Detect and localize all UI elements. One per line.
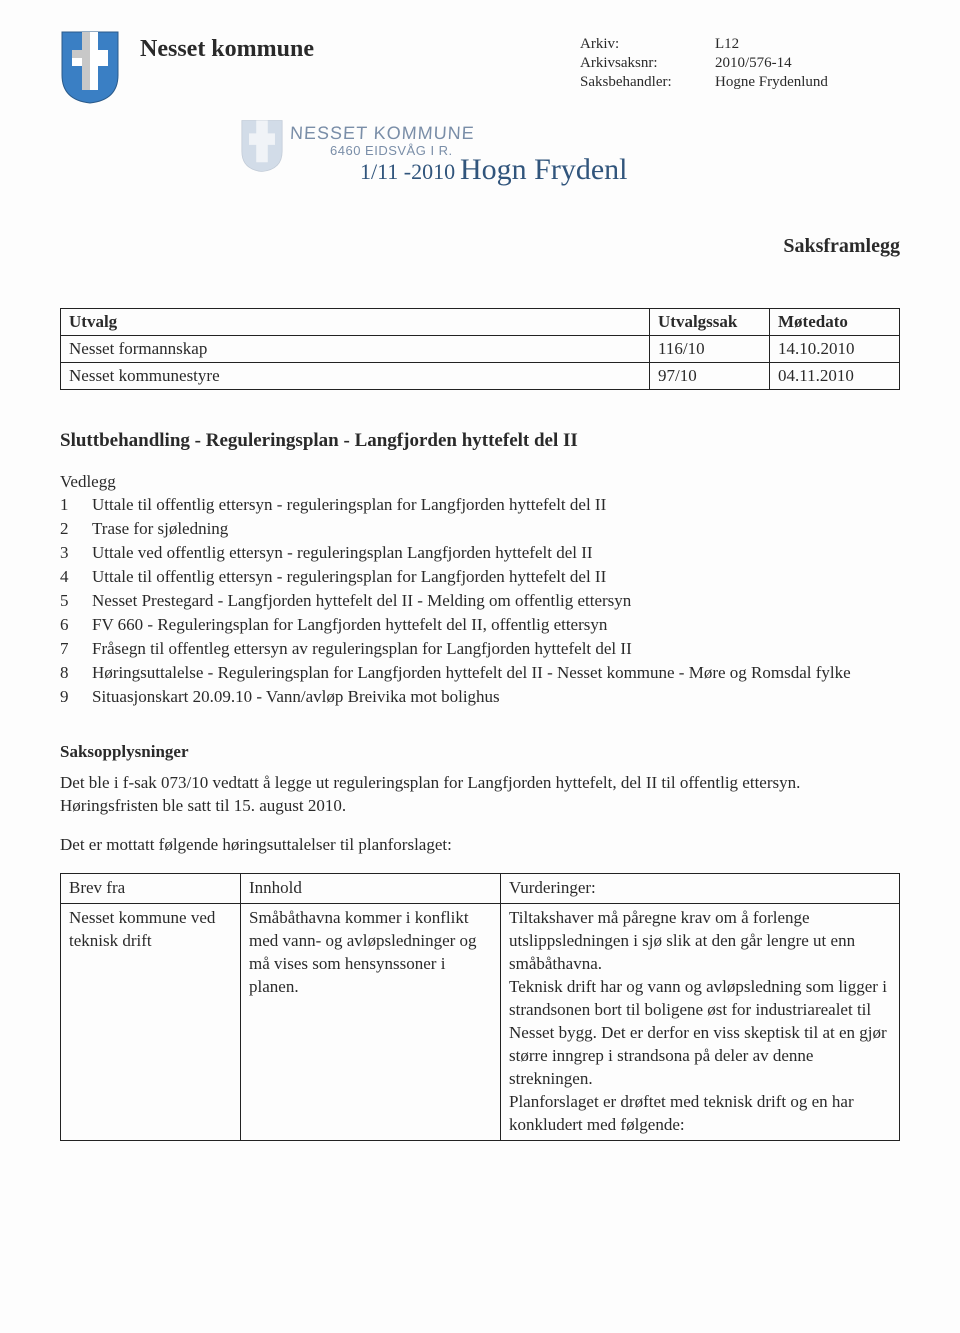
utvalg-table: Utvalg Utvalgssak Møtedato Nesset forman…	[60, 308, 900, 390]
vedlegg-text: Trase for sjøledning	[92, 518, 228, 541]
cell-utvalg: Nesset kommunestyre	[61, 363, 650, 390]
vedlegg-text: Fråsegn til offentleg ettersyn av regule…	[92, 638, 632, 661]
cell-dato: 04.11.2010	[770, 363, 900, 390]
saksframlegg-heading: Saksframlegg	[60, 235, 900, 258]
vedlegg-text: FV 660 - Reguleringsplan for Langfjorden…	[92, 614, 607, 637]
table-row: Nesset kommune ved teknisk drift Småbåth…	[61, 904, 900, 1140]
th-utvalgssak: Utvalgssak	[650, 309, 770, 336]
list-item: 8Høringsuttalelse - Reguleringsplan for …	[60, 662, 900, 685]
th-motedato: Møtedato	[770, 309, 900, 336]
vedlegg-text: Uttale til offentlig ettersyn - reguleri…	[92, 566, 606, 589]
vedlegg-text: Høringsuttalelse - Reguleringsplan for L…	[92, 662, 851, 685]
cell-utvalg: Nesset formannskap	[61, 336, 650, 363]
th-innhold: Innhold	[241, 874, 501, 904]
th-brev-fra: Brev fra	[61, 874, 241, 904]
arkiv-value: L12	[715, 36, 739, 53]
vedlegg-text: Uttale ved offentlig ettersyn - reguleri…	[92, 542, 593, 565]
archive-meta: Arkiv: L12 Arkivsaksnr: 2010/576-14 Saks…	[580, 36, 900, 93]
org-title: Nesset kommune	[140, 36, 560, 63]
cell-brev-fra: Nesset kommune ved teknisk drift	[61, 904, 241, 1140]
stamp-line2: 6460 EIDSVÅG I R.	[330, 143, 453, 158]
municipality-shield-icon	[60, 30, 120, 105]
th-vurderinger: Vurderinger:	[501, 874, 900, 904]
list-item: 2Trase for sjøledning	[60, 518, 900, 541]
cell-dato: 14.10.2010	[770, 336, 900, 363]
list-item: 4Uttale til offentlig ettersyn - reguler…	[60, 566, 900, 589]
list-item: 9Situasjonskart 20.09.10 - Vann/avløp Br…	[60, 686, 900, 709]
vedlegg-text: Nesset Prestegard - Langfjorden hyttefel…	[92, 590, 631, 613]
vedlegg-list: 1Uttale til offentlig ettersyn - reguler…	[60, 494, 900, 708]
vedlegg-text: Situasjonskart 20.09.10 - Vann/avløp Bre…	[92, 686, 500, 709]
saksbehandler-value: Hogne Frydenlund	[715, 74, 828, 91]
stamp-date: 1/11 -2010	[360, 159, 455, 185]
vedlegg-text: Uttale til offentlig ettersyn - reguleri…	[92, 494, 606, 517]
list-item: 1Uttale til offentlig ettersyn - reguler…	[60, 494, 900, 517]
saksopplysninger-p1: Det ble i f-sak 073/10 vedtatt å legge u…	[60, 772, 900, 818]
list-item: 6FV 660 - Reguleringsplan for Langfjorde…	[60, 614, 900, 637]
stamp-line1: NESSET KOMMUNE	[289, 123, 475, 144]
list-item: 7Fråsegn til offentleg ettersyn av regul…	[60, 638, 900, 661]
table-row: Nesset kommunestyre 97/10 04.11.2010	[61, 363, 900, 390]
saksopplysninger-p2: Det er mottatt følgende høringsuttalelse…	[60, 834, 900, 857]
arkivsaksnr-label: Arkivsaksnr:	[580, 55, 715, 72]
list-item: 3Uttale ved offentlig ettersyn - reguler…	[60, 542, 900, 565]
cell-sak: 116/10	[650, 336, 770, 363]
stamp-shield-icon	[240, 119, 284, 173]
cell-vurderinger: Tiltakshaver må påregne krav om å forlen…	[501, 904, 900, 1140]
cell-sak: 97/10	[650, 363, 770, 390]
stamp-signature: Hogn Frydenl	[460, 153, 628, 187]
received-stamp: NESSET KOMMUNE 6460 EIDSVÅG I R. 1/11 -2…	[240, 113, 900, 223]
main-title: Sluttbehandling - Reguleringsplan - Lang…	[60, 430, 900, 452]
saksbehandler-label: Saksbehandler:	[580, 74, 715, 91]
arkivsaksnr-value: 2010/576-14	[715, 55, 792, 72]
vedlegg-label: Vedlegg	[60, 472, 900, 492]
vurderinger-table: Brev fra Innhold Vurderinger: Nesset kom…	[60, 873, 900, 1140]
saksopplysninger-heading: Saksopplysninger	[60, 742, 900, 762]
table-row: Nesset formannskap 116/10 14.10.2010	[61, 336, 900, 363]
arkiv-label: Arkiv:	[580, 36, 715, 53]
document-header: Nesset kommune Arkiv: L12 Arkivsaksnr: 2…	[60, 30, 900, 105]
cell-innhold: Småbåthavna kommer i konflikt med vann- …	[241, 904, 501, 1140]
th-utvalg: Utvalg	[61, 309, 650, 336]
list-item: 5Nesset Prestegard - Langfjorden hyttefe…	[60, 590, 900, 613]
